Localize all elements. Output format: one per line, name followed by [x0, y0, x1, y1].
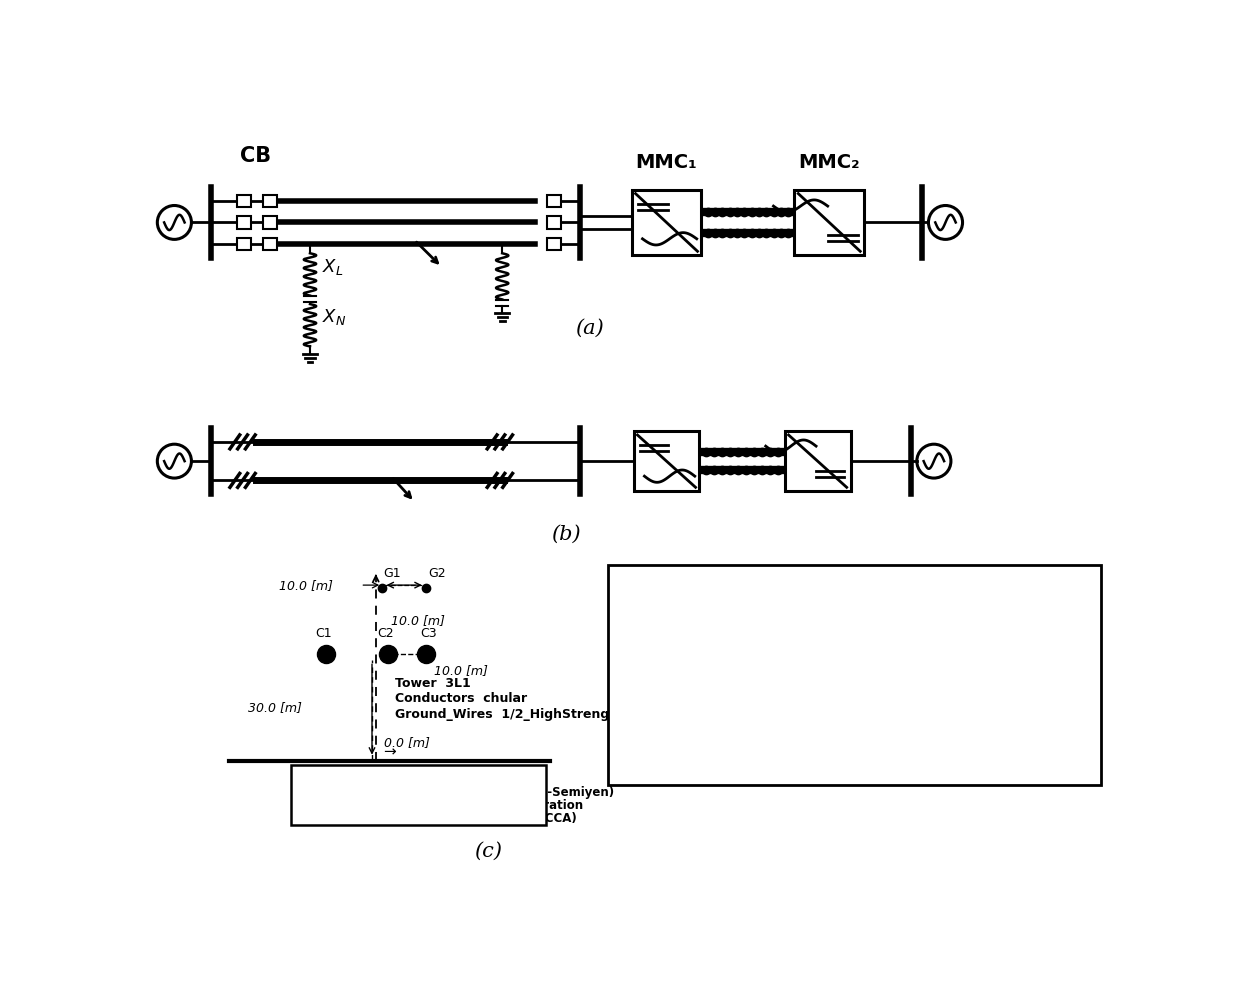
- Bar: [547, 237, 562, 250]
- Text: Travel Time Interpolation:: Travel Time Interpolation:: [770, 599, 930, 613]
- Text: MMC₁: MMC₁: [636, 153, 697, 172]
- Text: C1: C1: [315, 627, 331, 640]
- Text: (a): (a): [574, 319, 604, 338]
- Text: On: On: [940, 599, 957, 613]
- Text: 0.5 [Hz]: 0.5 [Hz]: [940, 617, 990, 630]
- Text: →: →: [383, 745, 397, 759]
- Text: 30.0 [m]: 30.0 [m]: [248, 701, 303, 714]
- Text: Conductors  chular: Conductors chular: [396, 693, 527, 705]
- Text: 20: 20: [940, 701, 955, 714]
- Text: Tower  3L1: Tower 3L1: [396, 677, 471, 690]
- Text: Maximum Fitting Error for Prop. Func.:: Maximum Fitting Error for Prop. Func.:: [693, 718, 930, 731]
- Text: Passivity Checking:: Passivity Checking:: [810, 752, 930, 765]
- Bar: [237, 216, 250, 229]
- Bar: [634, 431, 699, 491]
- Text: Max. Order per Delay Grp. for Prop. Func.:: Max. Order per Delay Grp. for Prop. Func…: [667, 701, 930, 714]
- Text: C3: C3: [420, 627, 436, 640]
- Bar: [263, 216, 277, 229]
- Text: G2: G2: [428, 567, 445, 581]
- Text: Disabled: Disabled: [940, 752, 994, 765]
- Text: Total Number of Frequency Increments:: Total Number of Frequency Increments:: [683, 650, 930, 663]
- Bar: [263, 194, 277, 207]
- Bar: [795, 189, 864, 255]
- Text: Underground  Direct Numerical Integration: Underground Direct Numerical Integration: [296, 800, 583, 812]
- Text: Aerial  Analytical Approximation (Den-Semiyen): Aerial Analytical Approximation (Den-Sem…: [296, 786, 614, 800]
- Bar: [547, 216, 562, 229]
- Bar: [609, 565, 1101, 785]
- Bar: [785, 431, 851, 491]
- Text: DC Correction:: DC Correction:: [838, 736, 930, 749]
- Text: Maximum Order of Fitting for Yc:: Maximum Order of Fitting for Yc:: [725, 667, 930, 681]
- Text: (c): (c): [474, 842, 502, 861]
- Text: Curve Fitting End Frequency:: Curve Fitting End Frequency:: [750, 634, 930, 646]
- Bar: [237, 194, 250, 207]
- Bar: [263, 237, 277, 250]
- Text: MMC₂: MMC₂: [799, 153, 861, 172]
- Text: 1.0E6 [Hz]: 1.0E6 [Hz]: [940, 634, 1004, 646]
- Text: C2: C2: [377, 627, 393, 640]
- Bar: [547, 194, 562, 207]
- Text: 10.0 [m]: 10.0 [m]: [392, 614, 445, 628]
- Text: Maximum Fitting Error for Yc:: Maximum Fitting Error for Yc:: [748, 685, 930, 697]
- Bar: [290, 765, 547, 825]
- Text: 20: 20: [940, 667, 955, 681]
- Bar: [237, 237, 250, 250]
- Text: 0.2 [%]: 0.2 [%]: [940, 685, 985, 697]
- Bar: [631, 189, 702, 255]
- Text: Ground_Wires  1/2_HighStrengthSteel: Ground_Wires 1/2_HighStrengthSteel: [396, 707, 660, 720]
- Text: 10.0 [m]: 10.0 [m]: [434, 664, 487, 677]
- Text: Curve Fitting Starting Frequency:: Curve Fitting Starting Frequency:: [724, 617, 930, 630]
- Text: Frequency Dependent (Phase) Model Options: Frequency Dependent (Phase) Model Option…: [642, 578, 1066, 595]
- Text: Resistivity:  100.0 [ohm*m]: Resistivity: 100.0 [ohm*m]: [296, 773, 479, 786]
- Text: $X_L$: $X_L$: [322, 257, 343, 277]
- Text: Mutual  Analytical Approximation (LUCCA): Mutual Analytical Approximation (LUCCA): [296, 812, 577, 825]
- Text: 0.2 [%]: 0.2 [%]: [940, 718, 985, 731]
- Text: (b): (b): [551, 525, 580, 543]
- Text: 100: 100: [940, 650, 963, 663]
- Text: 0.0 [m]: 0.0 [m]: [383, 736, 429, 749]
- Text: 10.0 [m]: 10.0 [m]: [279, 579, 334, 592]
- Text: G1: G1: [383, 567, 402, 581]
- Text: CB: CB: [241, 146, 272, 166]
- Text: Disabled: Disabled: [940, 736, 994, 749]
- Text: $X_N$: $X_N$: [322, 307, 347, 327]
